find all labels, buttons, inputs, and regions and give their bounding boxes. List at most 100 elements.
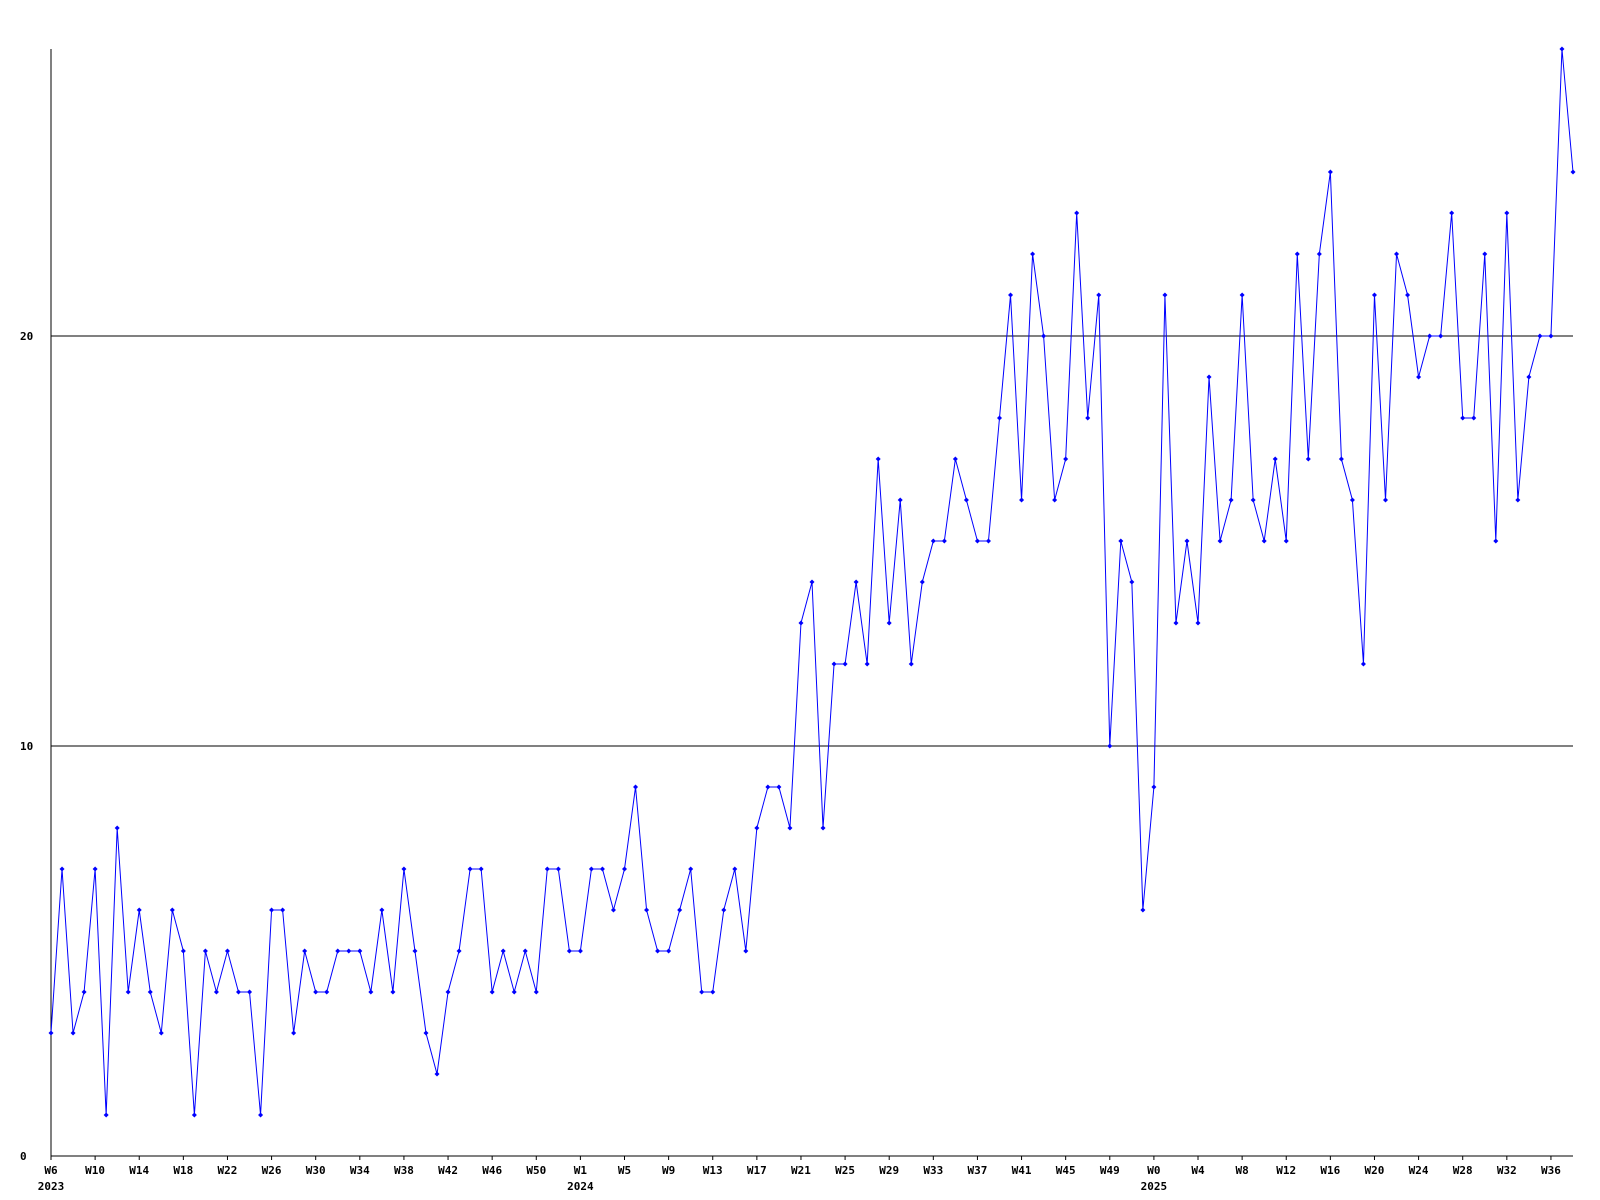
data-point	[191, 1112, 197, 1118]
data-point	[1063, 456, 1069, 462]
x-year-label: 2025	[1141, 1180, 1168, 1193]
data-point	[809, 579, 815, 585]
data-point	[776, 784, 782, 790]
data-point	[1184, 538, 1190, 544]
data-point	[842, 661, 848, 667]
data-point	[456, 948, 462, 954]
x-tick-label: W37	[967, 1164, 987, 1177]
data-point	[125, 989, 131, 995]
data-point	[610, 907, 616, 913]
data-point	[1493, 538, 1499, 544]
data-point	[379, 907, 385, 913]
data-point	[798, 620, 804, 626]
x-tick-label: W5	[618, 1164, 631, 1177]
data-point	[1217, 538, 1223, 544]
data-point	[1504, 210, 1510, 216]
y-tick-label: 0	[20, 1150, 27, 1163]
data-point	[985, 538, 991, 544]
data-point	[202, 948, 208, 954]
x-tick-label: W45	[1056, 1164, 1076, 1177]
data-point	[555, 866, 561, 872]
data-point	[1283, 538, 1289, 544]
x-tick-label: W42	[438, 1164, 458, 1177]
x-tick-label: W32	[1497, 1164, 1517, 1177]
data-point	[1438, 333, 1444, 339]
data-point	[467, 866, 473, 872]
data-point	[831, 661, 837, 667]
data-point	[280, 907, 286, 913]
x-tick-label: W50	[526, 1164, 546, 1177]
data-point	[941, 538, 947, 544]
data-point	[952, 456, 958, 462]
data-point	[1405, 292, 1411, 298]
data-point	[633, 784, 639, 790]
data-point	[1383, 497, 1389, 503]
y-tick-label: 10	[20, 740, 33, 753]
data-point	[1052, 497, 1058, 503]
data-point	[114, 825, 120, 831]
x-tick-label: W33	[923, 1164, 943, 1177]
data-point	[864, 661, 870, 667]
x-tick-label: W30	[306, 1164, 326, 1177]
x-tick-label: W16	[1320, 1164, 1340, 1177]
data-point	[147, 989, 153, 995]
x-tick-label: W18	[173, 1164, 193, 1177]
data-point	[1085, 415, 1091, 421]
data-point	[1151, 784, 1157, 790]
data-point	[732, 866, 738, 872]
data-point	[655, 948, 661, 954]
x-tick-label: W14	[129, 1164, 149, 1177]
x-tick-label: W29	[879, 1164, 899, 1177]
data-point	[1548, 333, 1554, 339]
data-point	[1239, 292, 1245, 298]
data-point	[1129, 579, 1135, 585]
data-point	[1360, 661, 1366, 667]
data-point	[1272, 456, 1278, 462]
x-tick-label: W10	[85, 1164, 105, 1177]
data-point	[699, 989, 705, 995]
data-point	[677, 907, 683, 913]
x-tick-label: W24	[1409, 1164, 1429, 1177]
data-point	[346, 948, 352, 954]
data-point	[445, 989, 451, 995]
data-point	[136, 907, 142, 913]
data-point	[688, 866, 694, 872]
data-point	[235, 989, 241, 995]
data-point	[1349, 497, 1355, 503]
data-point	[70, 1030, 76, 1036]
data-point	[412, 948, 418, 954]
data-point	[908, 661, 914, 667]
x-tick-label: W38	[394, 1164, 414, 1177]
data-point	[1250, 497, 1256, 503]
data-point	[588, 866, 594, 872]
x-tick-label: W21	[791, 1164, 811, 1177]
x-tick-label: W13	[703, 1164, 723, 1177]
x-tick-label: W41	[1012, 1164, 1032, 1177]
data-point	[368, 989, 374, 995]
data-point	[500, 948, 506, 954]
data-point	[489, 989, 495, 995]
data-point	[919, 579, 925, 585]
x-tick-label: W1	[574, 1164, 588, 1177]
y-tick-label: 20	[20, 330, 33, 343]
data-point	[324, 989, 330, 995]
data-point	[335, 948, 341, 954]
data-point	[721, 907, 727, 913]
data-point	[103, 1112, 109, 1118]
x-year-label: 2024	[567, 1180, 594, 1193]
data-point	[291, 1030, 297, 1036]
data-point	[1195, 620, 1201, 626]
data-point	[787, 825, 793, 831]
data-point	[1394, 251, 1400, 257]
data-point	[1526, 374, 1532, 380]
data-point	[875, 456, 881, 462]
data-point	[313, 989, 319, 995]
data-point	[434, 1071, 440, 1077]
data-point	[566, 948, 572, 954]
data-point	[996, 415, 1002, 421]
data-point	[1460, 415, 1466, 421]
data-point	[213, 989, 219, 995]
data-point	[1316, 251, 1322, 257]
data-point	[853, 579, 859, 585]
data-point	[533, 989, 539, 995]
